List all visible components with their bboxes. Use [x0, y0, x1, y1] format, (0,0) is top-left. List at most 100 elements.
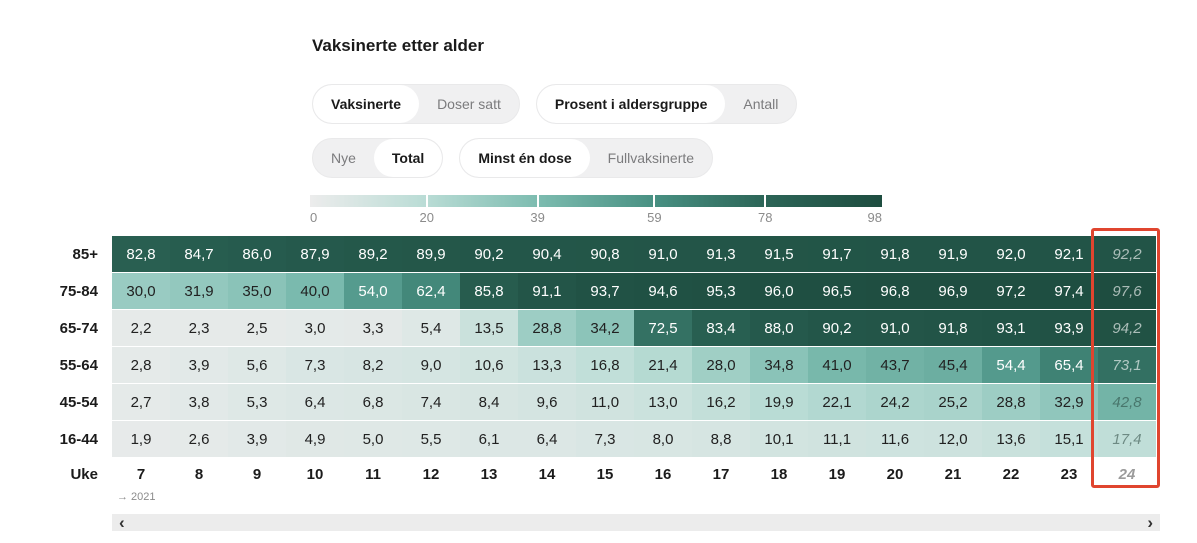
- toggle-option-prosent-i-aldersgruppe[interactable]: Prosent i aldersgruppe: [536, 85, 726, 123]
- heatmap-cell: 25,2: [924, 384, 982, 420]
- week-label-14: 14: [538, 465, 556, 483]
- toggle-option-antall[interactable]: Antall: [743, 96, 779, 112]
- legend-tick-label: 59: [647, 210, 662, 225]
- heatmap-cell: 91,5: [750, 236, 808, 272]
- toggle-option-minst-n-dose[interactable]: Minst én dose: [460, 139, 590, 177]
- heatmap-cell: 8,2: [344, 347, 402, 383]
- heatmap-cell: 97,2: [982, 273, 1040, 309]
- legend-tick-label: 39: [530, 210, 545, 225]
- heatmap-cell: 6,4: [518, 421, 576, 457]
- heatmap-cell: 8,4: [460, 384, 518, 420]
- heatmap-cell: 92,2: [1098, 236, 1156, 272]
- toggle-option-vaksinerte[interactable]: Vaksinerte: [313, 85, 420, 123]
- week-label-12: 12: [422, 465, 440, 483]
- toggle-group: Prosent i aldersgruppe Antall: [535, 84, 798, 124]
- heatmap-cell: 96,5: [808, 273, 866, 309]
- legend-tick-mark: [764, 195, 767, 207]
- toggle-option-nye[interactable]: Nye: [331, 150, 356, 166]
- heatmap-cell: 92,1: [1040, 236, 1098, 272]
- toggle-row-2: Nye Total Minst én dose Fullvaksinerte: [312, 138, 714, 178]
- heatmap-cell: 94,6: [634, 273, 692, 309]
- color-scale-legend: 0 20 39 59 78 98: [310, 195, 882, 228]
- toggle-option-doser-satt[interactable]: Doser satt: [437, 96, 501, 112]
- heatmap-cell: 16,8: [576, 347, 634, 383]
- row-label-85: 85+: [0, 236, 112, 272]
- heatmap-cell: 11,1: [808, 421, 866, 457]
- heatmap-cell: 28,8: [518, 310, 576, 346]
- year-note: → 2021: [117, 491, 156, 503]
- heatmap-cell: 89,2: [344, 236, 402, 272]
- week-label-11: 11: [365, 465, 381, 483]
- week-label-10: 10: [306, 465, 324, 483]
- toggle-row-1: Vaksinerte Doser satt Prosent i aldersgrup…: [312, 84, 798, 124]
- heatmap-cell: 91,0: [634, 236, 692, 272]
- heatmap-cell: 91,8: [866, 236, 924, 272]
- heatmap-cell: 84,7: [170, 236, 228, 272]
- week-label-17: 17: [712, 465, 730, 483]
- heatmap-cell: 22,1: [808, 384, 866, 420]
- heatmap-cell: 21,4: [634, 347, 692, 383]
- heatmap-cell: 91,1: [518, 273, 576, 309]
- heatmap-cell: 91,7: [808, 236, 866, 272]
- heatmap-cell: 40,0: [286, 273, 344, 309]
- heatmap-cell: 65,4: [1040, 347, 1098, 383]
- heatmap-cell: 19,9: [750, 384, 808, 420]
- week-label-7: 7: [136, 465, 146, 483]
- heatmap-cell: 41,0: [808, 347, 866, 383]
- heatmap-cell: 91,9: [924, 236, 982, 272]
- heatmap-cell: 97,4: [1040, 273, 1098, 309]
- toggle-option-fullvaksinerte[interactable]: Fullvaksinerte: [607, 150, 695, 166]
- heatmap-cell: 13,5: [460, 310, 518, 346]
- heatmap-cell: 87,9: [286, 236, 344, 272]
- heatmap-cell: 13,3: [518, 347, 576, 383]
- heatmap-cell: 85,8: [460, 273, 518, 309]
- heatmap-cell: 95,3: [692, 273, 750, 309]
- row-label-55-64: 55-64: [0, 347, 112, 383]
- heatmap-cell: 13,6: [982, 421, 1040, 457]
- heatmap-cell: 32,9: [1040, 384, 1098, 420]
- scroll-right-icon[interactable]: ›: [1147, 513, 1153, 532]
- horizontal-scrollbar[interactable]: ‹ ›: [112, 514, 1160, 531]
- heatmap-cell: 62,4: [402, 273, 460, 309]
- legend-tick-label: 98: [867, 210, 882, 225]
- heatmap-cell: 90,4: [518, 236, 576, 272]
- heatmap-cell: 2,7: [112, 384, 170, 420]
- week-label-9: 9: [252, 465, 262, 483]
- heatmap-cell: 7,4: [402, 384, 460, 420]
- heatmap-cell: 5,5: [402, 421, 460, 457]
- heatmap-cell: 6,8: [344, 384, 402, 420]
- week-label-13: 13: [480, 465, 498, 483]
- heatmap-cell: 35,0: [228, 273, 286, 309]
- heatmap-cell: 5,3: [228, 384, 286, 420]
- scroll-left-icon[interactable]: ‹: [119, 513, 125, 532]
- heatmap-cell: 34,8: [750, 347, 808, 383]
- heatmap-cell: 34,2: [576, 310, 634, 346]
- heatmap-cell: 3,0: [286, 310, 344, 346]
- legend-tick-mark: [425, 195, 428, 207]
- week-label-19: 19: [828, 465, 846, 483]
- heatmap-cell: 3,9: [170, 347, 228, 383]
- toggle-group: Minst én dose Fullvaksinerte: [459, 138, 714, 178]
- week-label-18: 18: [770, 465, 788, 483]
- heatmap-cell: 90,2: [808, 310, 866, 346]
- heatmap-cell: 54,0: [344, 273, 402, 309]
- row-label-45-54: 45-54: [0, 384, 112, 420]
- heatmap-cell: 82,8: [112, 236, 170, 272]
- heatmap-cell: 2,3: [170, 310, 228, 346]
- legend-tick-label: 20: [419, 210, 434, 225]
- page-title: Vaksinerte etter alder: [312, 36, 484, 55]
- heatmap-cell: 93,1: [982, 310, 1040, 346]
- toggle-group: Vaksinerte Doser satt: [312, 84, 520, 124]
- legend-tick-label: 78: [758, 210, 773, 225]
- heatmap-cell: 91,8: [924, 310, 982, 346]
- heatmap-cell: 91,0: [866, 310, 924, 346]
- heatmap-cell: 93,7: [576, 273, 634, 309]
- heatmap-cell: 13,0: [634, 384, 692, 420]
- heatmap-cell: 42,8: [1098, 384, 1156, 420]
- heatmap-cell: 92,0: [982, 236, 1040, 272]
- week-label-24: 24: [1118, 465, 1136, 483]
- heatmap-cell: 89,9: [402, 236, 460, 272]
- heatmap-cell: 7,3: [286, 347, 344, 383]
- legend-tick-label: 0: [310, 210, 318, 225]
- toggle-option-total[interactable]: Total: [373, 139, 443, 177]
